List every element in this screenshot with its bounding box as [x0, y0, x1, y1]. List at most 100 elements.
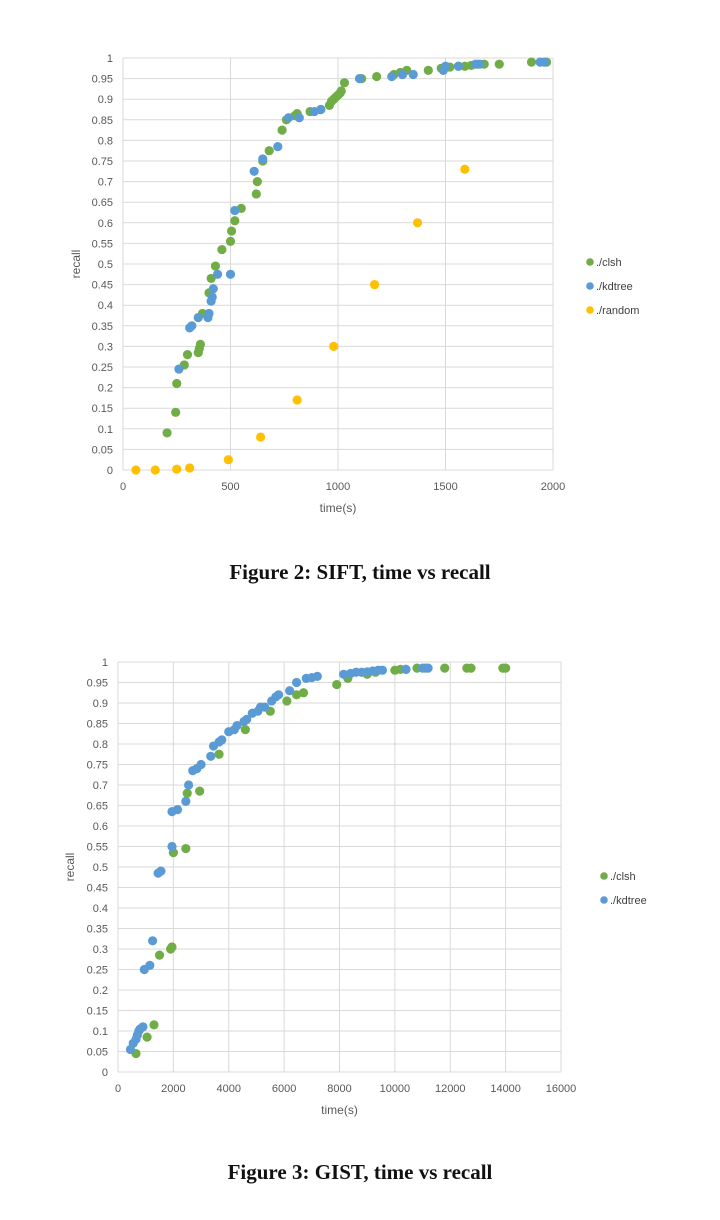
data-point-kdtree [217, 735, 227, 745]
data-point-kdtree [260, 702, 270, 712]
data-point-kdtree [453, 61, 463, 71]
data-point-kdtree [475, 59, 485, 69]
y-tick-label: 0.25 [87, 965, 108, 977]
x-tick-label: 4000 [217, 1083, 241, 1095]
data-point-random [369, 280, 380, 290]
y-tick-label: 0.25 [92, 362, 113, 374]
figure-caption: Figure 2: SIFT, time vs recall [229, 560, 491, 584]
data-point-kdtree [294, 113, 304, 123]
y-tick-label: 0.35 [92, 321, 113, 333]
data-point-clsh [423, 65, 433, 75]
data-point-kdtree [145, 960, 155, 970]
y-tick-label: 0.35 [87, 924, 108, 936]
y-tick-label: 0.6 [98, 218, 113, 230]
y-tick-label: 0.5 [98, 259, 113, 271]
x-tick-label: 12000 [435, 1083, 466, 1095]
figure-sift: 0 0.05 0.1 0.15 0.2 0.25 0.3 0.35 0.4 0.45 0.5 0.55… [0, 30, 720, 600]
y-tick-label: 0.6 [93, 821, 108, 833]
data-point-random [131, 465, 141, 475]
legend-label: ./kdtree [596, 281, 633, 293]
data-point-clsh [372, 71, 382, 82]
y-tick-label: 0.4 [98, 300, 113, 312]
scatter-chart-gist: 0 0.05 0.1 0.15 0.2 0.25 0.3 0.35 0.4 0.45 0.5 0.55… [63, 657, 647, 1117]
y-tick-label: 0.85 [87, 719, 108, 731]
data-point-kdtree [539, 57, 550, 67]
data-point-kdtree [187, 321, 197, 331]
y-tick-label: 0.45 [87, 883, 108, 895]
data-point-kdtree [148, 936, 158, 946]
data-point-clsh [154, 950, 165, 960]
data-point-kdtree [196, 759, 206, 770]
data-point-random [150, 465, 160, 475]
x-tick-label: 16000 [546, 1083, 577, 1095]
data-point-kdtree [387, 71, 397, 82]
legend-marker [600, 872, 608, 880]
data-point-kdtree [172, 805, 183, 815]
data-point-clsh [182, 350, 193, 360]
data-point-clsh [336, 86, 346, 96]
x-tick-label: 1500 [433, 481, 457, 493]
data-point-clsh [225, 236, 236, 246]
x-tick-label: 2000 [541, 481, 565, 493]
y-tick-label: 0.5 [93, 862, 108, 874]
data-point-clsh [339, 78, 350, 88]
data-point-clsh [142, 1032, 152, 1042]
data-point-kdtree [204, 308, 214, 319]
data-point-clsh [332, 679, 342, 690]
x-axis-label: time(s) [321, 1103, 358, 1117]
y-tick-label: 0.2 [93, 985, 108, 997]
data-point-kdtree [408, 69, 418, 80]
data-point-kdtree [207, 292, 217, 302]
y-tick-label: 0.95 [92, 74, 113, 86]
data-point-kdtree [397, 69, 408, 80]
legend-label: ./clsh [610, 871, 636, 883]
data-point-clsh [440, 663, 450, 673]
y-tick-label: 0.1 [93, 1026, 108, 1038]
y-tick-label: 0.65 [92, 197, 113, 209]
y-tick-label: 0.4 [93, 903, 108, 915]
y-tick-label: 0.7 [93, 780, 108, 792]
figure-caption: Figure 3: GIST, time vs recall [227, 1160, 493, 1184]
y-tick-label: 0 [107, 465, 113, 477]
data-point-kdtree [242, 714, 252, 724]
data-point-kdtree [354, 74, 365, 84]
y-tick-label: 0.95 [87, 678, 108, 690]
legend-marker [586, 306, 594, 314]
x-tick-label: 8000 [327, 1083, 351, 1095]
data-point-clsh [217, 244, 227, 255]
data-point-clsh [226, 226, 237, 236]
x-tick-label: 1000 [326, 481, 350, 493]
y-tick-label: 0.7 [98, 177, 113, 189]
data-point-kdtree [423, 663, 433, 673]
y-tick-label: 0.15 [92, 403, 113, 415]
data-point-clsh [210, 261, 221, 271]
data-point-kdtree [273, 141, 283, 152]
y-tick-label: 0.45 [92, 280, 113, 292]
data-point-kdtree [206, 751, 216, 761]
data-point-kdtree [283, 113, 294, 123]
legend-label: ./random [596, 305, 639, 317]
y-tick-label: 0.2 [98, 383, 113, 395]
data-point-clsh [182, 788, 192, 798]
y-tick-label: 0.55 [92, 238, 113, 250]
data-point-clsh [282, 696, 292, 706]
y-axis-label: recall [69, 250, 83, 279]
data-point-kdtree [232, 720, 242, 731]
y-tick-label: 0.75 [87, 760, 108, 772]
y-tick-label: 0.05 [87, 1047, 108, 1059]
data-point-kdtree [208, 284, 218, 294]
data-point-kdtree [156, 866, 166, 876]
data-point-random [460, 164, 470, 174]
x-tick-label: 500 [221, 481, 239, 493]
y-tick-label: 0.3 [93, 944, 108, 956]
data-point-clsh [526, 57, 537, 67]
y-tick-label: 0.3 [98, 341, 113, 353]
x-tick-label: 0 [120, 481, 126, 493]
data-point-kdtree [184, 780, 194, 790]
data-point-clsh [240, 725, 250, 735]
y-axis-label: recall [63, 853, 77, 882]
data-point-random [292, 395, 302, 405]
data-point-kdtree [213, 269, 223, 279]
data-point-kdtree [291, 677, 302, 688]
data-point-kdtree [138, 1022, 148, 1032]
